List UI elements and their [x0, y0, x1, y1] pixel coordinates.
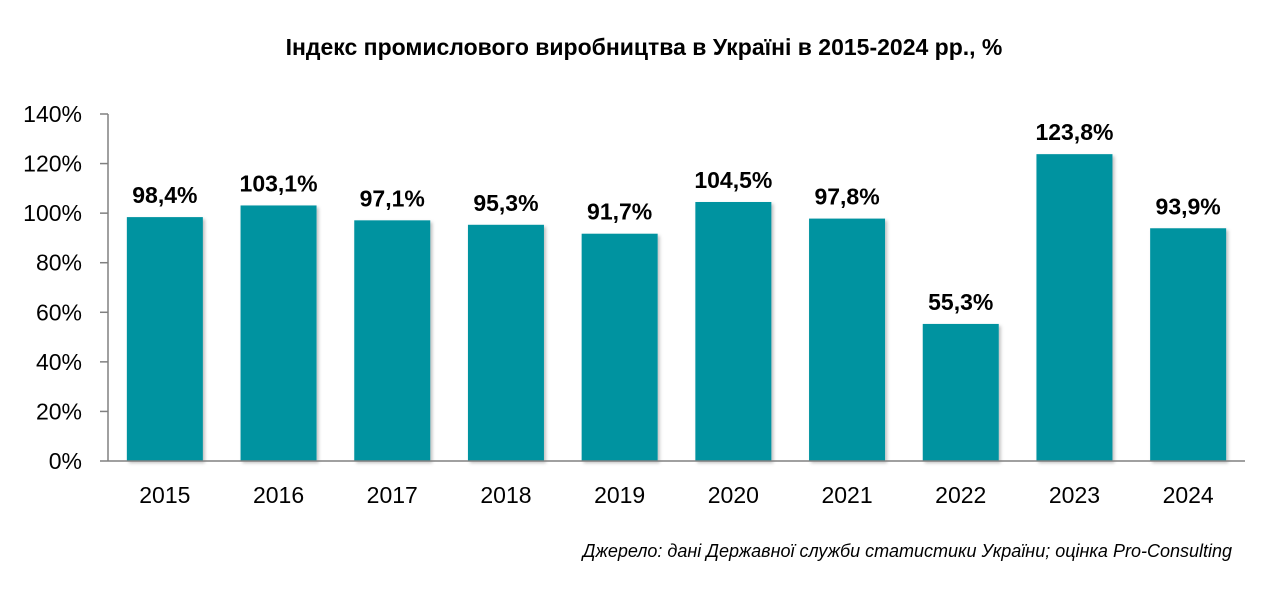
x-tick-2015: 2015: [139, 482, 190, 508]
bar-2019: [581, 233, 658, 461]
bar-2023: [1036, 154, 1113, 461]
bar-2020: [695, 201, 772, 461]
source-note: Джерело: дані Державної служби статистик…: [582, 541, 1232, 561]
x-tick-2020: 2020: [708, 482, 759, 508]
data-label-2015: 98,4%: [132, 182, 197, 208]
x-tick-2018: 2018: [480, 482, 531, 508]
bar-2024: [1150, 228, 1227, 461]
y-tick-120: 120%: [23, 151, 82, 177]
x-tick-2017: 2017: [367, 482, 418, 508]
bar-2015: [126, 217, 203, 461]
chart-title: Індекс промислового виробництва в Україн…: [285, 34, 1003, 60]
bar-2021: [809, 218, 886, 461]
bar-2018: [467, 224, 544, 461]
data-label-2022: 55,3%: [928, 289, 993, 315]
x-tick-2022: 2022: [935, 482, 986, 508]
y-tick-20: 20%: [36, 398, 82, 424]
x-tick-2024: 2024: [1163, 482, 1214, 508]
y-tick-0: 0%: [49, 448, 82, 474]
data-label-2020: 104,5%: [694, 167, 772, 193]
bar-2017: [354, 220, 431, 461]
bar-2016: [240, 205, 317, 461]
data-label-2017: 97,1%: [360, 185, 425, 211]
y-tick-100: 100%: [23, 200, 82, 226]
x-tick-2019: 2019: [594, 482, 645, 508]
x-tick-2023: 2023: [1049, 482, 1100, 508]
y-tick-60: 60%: [36, 299, 82, 325]
data-label-2021: 97,8%: [814, 184, 879, 210]
x-tick-2016: 2016: [253, 482, 304, 508]
y-tick-140: 140%: [23, 101, 82, 127]
y-tick-40: 40%: [36, 349, 82, 375]
y-tick-80: 80%: [36, 250, 82, 276]
data-label-2016: 103,1%: [240, 170, 318, 196]
data-label-2023: 123,8%: [1035, 119, 1113, 145]
x-tick-2021: 2021: [821, 482, 872, 508]
data-label-2019: 91,7%: [587, 199, 652, 225]
data-label-2018: 95,3%: [473, 190, 538, 216]
data-label-2024: 93,9%: [1156, 193, 1221, 219]
bar-2022: [922, 323, 999, 461]
